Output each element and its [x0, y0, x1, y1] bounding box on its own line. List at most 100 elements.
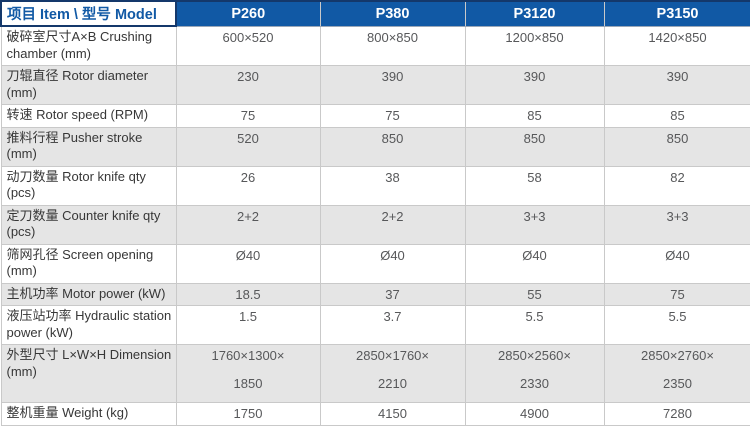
- value-text: 85: [670, 108, 685, 123]
- value-text: 230: [237, 69, 259, 84]
- value-text-line2: 2210: [378, 375, 407, 391]
- value-text: 600×520: [222, 29, 274, 45]
- model-header-p260: P260: [175, 0, 321, 27]
- value-text: 5.5: [668, 309, 687, 324]
- value-cell: 850: [464, 126, 605, 167]
- value-cell: 3+3: [464, 204, 605, 245]
- value-cell: 4900: [464, 402, 605, 426]
- value-cell: 390: [464, 65, 605, 105]
- value-text: 1760×1300×: [211, 348, 285, 363]
- value-text: 75: [240, 108, 256, 123]
- model-header-p3150: P3150: [603, 0, 750, 27]
- model-header-p380: P380: [319, 0, 466, 27]
- item-label-cell: 推料行程 Pusher stroke (mm): [0, 126, 177, 167]
- value-cell: 850: [603, 126, 750, 167]
- value-text: 390: [523, 69, 546, 84]
- value-cell: 75: [319, 104, 466, 128]
- value-cell: 2850×2560× 2330: [464, 344, 605, 403]
- value-cell: 85: [464, 104, 605, 128]
- value-cell: 5.5: [603, 305, 750, 345]
- item-label-cell: 筛网孔径 Screen opening (mm): [0, 243, 177, 284]
- value-text: 3+3: [523, 208, 546, 224]
- model-header-p3120: P3120: [464, 0, 605, 27]
- spec-table-body: 破碎室尺寸A×B Crushing chamber (mm) 600×520 800…: [0, 25, 750, 426]
- spec-row: 外型尺寸 L×W×H Dimension (mm) 1760×1300× 1850 2…: [0, 344, 750, 403]
- value-text: 2+2: [236, 208, 260, 224]
- value-text: Ø40: [522, 247, 547, 263]
- value-text: 2850×2760×: [640, 348, 715, 363]
- value-text: 2850×1760×: [355, 348, 430, 363]
- value-text: 4900: [520, 406, 549, 421]
- value-text: 37: [385, 286, 400, 302]
- value-text: 390: [381, 69, 404, 84]
- value-text: 58: [527, 169, 542, 185]
- value-cell: Ø40: [319, 243, 466, 284]
- value-cell: Ø40: [603, 243, 750, 284]
- value-cell: 75: [175, 104, 321, 128]
- value-cell: 5.5: [464, 305, 605, 345]
- spec-row: 推料行程 Pusher stroke (mm) 520 850 850 850: [0, 126, 750, 167]
- value-cell: 37: [319, 282, 466, 306]
- value-text: 1750: [233, 406, 263, 421]
- value-cell: 2850×1760× 2210: [319, 344, 466, 403]
- spec-row: 筛网孔径 Screen opening (mm) Ø40 Ø40 Ø40 Ø40: [0, 243, 750, 284]
- value-text: 38: [385, 169, 400, 185]
- value-text: 82: [670, 169, 685, 185]
- value-cell: 1760×1300× 1850: [175, 344, 321, 403]
- spec-row: 整机重量 Weight (kg) 1750 4150 4900 7280: [0, 402, 750, 426]
- value-text: 390: [666, 69, 689, 84]
- value-cell: 600×520: [175, 25, 321, 66]
- value-text: Ø40: [665, 247, 690, 263]
- value-cell: 55: [464, 282, 605, 306]
- value-text: 7280: [663, 406, 692, 421]
- item-label-cell: 液压站功率 Hydraulic station power (kW): [0, 305, 177, 345]
- value-cell: 26: [175, 165, 321, 206]
- value-cell: 2+2: [319, 204, 466, 245]
- spec-row: 刀辊直径 Rotor diameter (mm) 230 390 390 390: [0, 65, 750, 105]
- value-cell: 850: [319, 126, 466, 167]
- value-cell: 4150: [319, 402, 466, 426]
- item-label-cell: 动刀数量 Rotor knife qty (pcs): [0, 165, 177, 206]
- value-cell: 82: [603, 165, 750, 206]
- item-label-cell: 整机重量 Weight (kg): [0, 402, 177, 426]
- spec-row: 破碎室尺寸A×B Crushing chamber (mm) 600×520 800…: [0, 25, 750, 66]
- item-label-cell: 破碎室尺寸A×B Crushing chamber (mm): [0, 25, 177, 66]
- value-text: 4150: [378, 406, 407, 421]
- item-label-cell: 外型尺寸 L×W×H Dimension (mm): [0, 344, 177, 403]
- spec-row: 动刀数量 Rotor knife qty (pcs) 26 38 58 82: [0, 165, 750, 206]
- value-cell: 38: [319, 165, 466, 206]
- value-text: 26: [240, 169, 256, 185]
- value-text: 75: [670, 286, 685, 302]
- value-cell: 1.5: [175, 305, 321, 345]
- spec-row: 液压站功率 Hydraulic station power (kW) 1.5 3.7…: [0, 305, 750, 345]
- value-text: 1420×850: [648, 29, 707, 45]
- value-text: 2850×2560×: [497, 348, 572, 363]
- value-cell: 1200×850: [464, 25, 605, 66]
- value-text: 3.7: [383, 309, 402, 324]
- value-text: 800×850: [367, 29, 418, 45]
- value-text-line2: 1850: [233, 375, 263, 391]
- value-cell: 1420×850: [603, 25, 750, 66]
- value-text: 18.5: [235, 286, 261, 302]
- header-row: 项目 Item \ 型号 Model P260 P380 P3120 P3150: [0, 0, 750, 27]
- value-text: 5.5: [525, 309, 544, 324]
- value-cell: 18.5: [175, 282, 321, 306]
- value-cell: 7280: [603, 402, 750, 426]
- value-text: 1200×850: [505, 29, 564, 45]
- value-text: 85: [527, 108, 542, 123]
- value-cell: 800×850: [319, 25, 466, 66]
- value-cell: 2850×2760× 2350: [603, 344, 750, 403]
- value-text: 1.5: [238, 309, 258, 324]
- corner-header-item-model: 项目 Item \ 型号 Model: [0, 0, 177, 27]
- value-text: Ø40: [380, 247, 405, 263]
- value-text: 75: [385, 108, 400, 123]
- item-label-cell: 定刀数量 Counter knife qty (pcs): [0, 204, 177, 245]
- spec-row: 定刀数量 Counter knife qty (pcs) 2+2 2+2 3+3 3+3: [0, 204, 750, 245]
- value-text-line2: 2350: [663, 375, 692, 391]
- item-label-cell: 刀辊直径 Rotor diameter (mm): [0, 65, 177, 105]
- item-label-cell: 转速 Rotor speed (RPM): [0, 104, 177, 128]
- item-label-cell: 主机功率 Motor power (kW): [0, 282, 177, 306]
- value-cell: 520: [175, 126, 321, 167]
- value-cell: 230: [175, 65, 321, 105]
